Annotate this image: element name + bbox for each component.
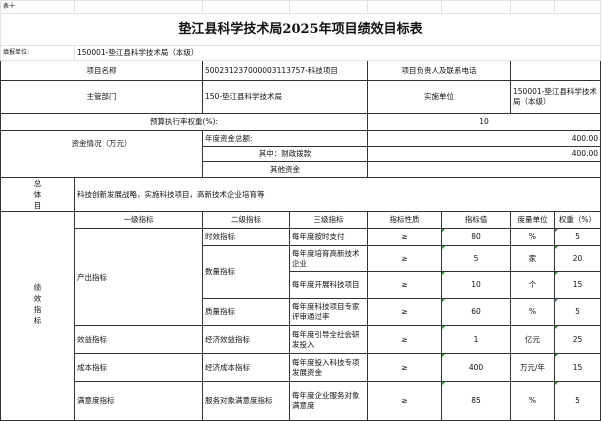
funds-fiscal-label: 其中：财政拨款	[202, 146, 368, 162]
header-value: 指标值	[441, 211, 511, 229]
l2-cell: 质量指标	[202, 298, 290, 326]
project-name-value: 500231237000003113757-科技项目	[202, 60, 368, 81]
funds-other-label: 其他资金	[202, 161, 368, 178]
project-name-label: 项目名称	[0, 60, 203, 81]
nature-cell: ≥	[367, 271, 442, 299]
nature-cell: ≥	[367, 325, 442, 354]
impl-value: 150001-垫江县科学技术局（本级）	[510, 80, 601, 114]
unit-label: 填报单位:	[0, 45, 75, 61]
table-row: 质量指标 每年度科技项目专家评审通过率 ≥ 60 % 5	[1, 298, 601, 326]
nature-cell: ≥	[367, 353, 442, 382]
l1-cell: 成本指标	[74, 353, 203, 382]
header-weight: 权重（%）	[554, 211, 601, 229]
header-l1: 一级指标	[74, 211, 203, 229]
unit-cell: 万元/年	[510, 353, 555, 382]
sheet-label: 表十	[0, 0, 75, 14]
funds-fiscal-value: 400.00	[367, 146, 601, 162]
l1-cell: 满意度指标	[74, 381, 203, 421]
impl-label: 实施单位	[367, 80, 511, 114]
table-row: 成本指标 经济成本指标 每年度投入科技专项发展资金 ≥ 400 万元/年 15	[1, 353, 601, 382]
unit-cell: %	[510, 298, 555, 326]
unit-value: 150001-垫江县科学技术局（本级）	[74, 45, 601, 61]
value-cell: 60	[441, 298, 511, 326]
l3-cell: 每年度投入科技专项发展资金	[289, 353, 368, 382]
page-title: 垫江县科学技术局2025年项目绩效目标表	[0, 13, 601, 46]
l3-cell: 每年度培育高新技术企业	[289, 245, 368, 272]
contact-label: 项目负责人及联系电话	[367, 60, 511, 81]
value-cell: 85	[441, 381, 511, 421]
weight-cell: 5	[554, 228, 601, 246]
goal-value: 科技创新发展战略，实施科技项目，高新技术企业培育等	[74, 177, 601, 212]
perf-label-text: 绩效指标	[33, 283, 42, 325]
unit-cell: %	[510, 228, 555, 246]
funds-other-value	[367, 161, 601, 178]
table-row: 每年度开展科技项目 ≥ 10 个 15	[1, 271, 601, 299]
dept-value: 150-垫江县科学技术局	[202, 80, 368, 114]
l2-cell: 数量指标	[202, 245, 290, 299]
table-row: 产出指标 时效指标 每年度按时支付 ≥ 80 % 5	[1, 228, 601, 326]
header-l2: 二级指标	[202, 211, 290, 229]
value-cell: 10	[441, 271, 511, 299]
l3-cell: 每年度企业服务对象满意度	[289, 381, 368, 421]
weight-cell: 20	[554, 245, 601, 272]
funds-total-label: 年度资金总额:	[202, 130, 368, 147]
header-l3: 三级指标	[289, 211, 368, 229]
l3-cell: 每年度引导全社会研发投入	[289, 325, 368, 354]
value-cell: 1	[441, 325, 511, 354]
weight-cell: 5	[554, 298, 601, 326]
l2-cell: 经济成本指标	[202, 353, 290, 382]
l3-cell: 每年度开展科技项目	[289, 271, 368, 299]
unit-cell: 个	[510, 271, 555, 299]
weight-cell: 15	[554, 353, 601, 382]
header-nature: 指标性质	[367, 211, 442, 229]
nature-cell: ≥	[367, 298, 442, 326]
table-row: 满意度指标 服务对象满意度指标 每年度企业服务对象满意度 ≥ 85 % 5	[1, 381, 601, 421]
dept-label: 主管部门	[0, 80, 203, 114]
value-cell: 80	[441, 228, 511, 246]
header-unit: 度量单位	[510, 211, 555, 229]
nature-cell: ≥	[367, 228, 442, 246]
value-cell: 400	[441, 353, 511, 382]
value-cell: 5	[441, 245, 511, 272]
nature-cell: ≥	[367, 381, 442, 421]
l3-cell: 每年度按时支付	[289, 228, 368, 246]
unit-cell: 家	[510, 245, 555, 272]
weight-cell: 25	[554, 325, 601, 354]
goal-label: 总体目	[0, 177, 75, 212]
contact-value	[510, 60, 601, 81]
table-row: 效益指标 经济效益指标 每年度引导全社会研发投入 ≥ 1 亿元 25	[1, 325, 601, 354]
nature-cell: ≥	[367, 245, 442, 272]
l3-cell: 每年度科技项目专家评审通过率	[289, 298, 368, 326]
unit-cell: %	[510, 381, 555, 421]
funds-total-value: 400.00	[367, 130, 601, 147]
budget-weight-value: 10	[367, 113, 601, 131]
goal-label-text: 总体目	[33, 179, 42, 210]
weight-cell: 5	[554, 381, 601, 421]
perf-label: 绩效指标	[0, 211, 75, 421]
unit-cell: 亿元	[510, 325, 555, 354]
l1-cell: 效益指标	[74, 325, 203, 354]
l1-cell: 产出指标	[74, 228, 203, 326]
weight-cell: 15	[554, 271, 601, 299]
funds-label: 资金情况（万元）	[0, 130, 203, 178]
l2-cell: 服务对象满意度指标	[202, 381, 290, 421]
l2-cell: 时效指标	[202, 228, 290, 246]
table-row: 数量指标 每年度培育高新技术企业 ≥ 5 家 20	[1, 245, 601, 299]
l2-cell: 经济效益指标	[202, 325, 290, 354]
budget-weight-label: 预算执行率权重(%):	[0, 113, 368, 131]
